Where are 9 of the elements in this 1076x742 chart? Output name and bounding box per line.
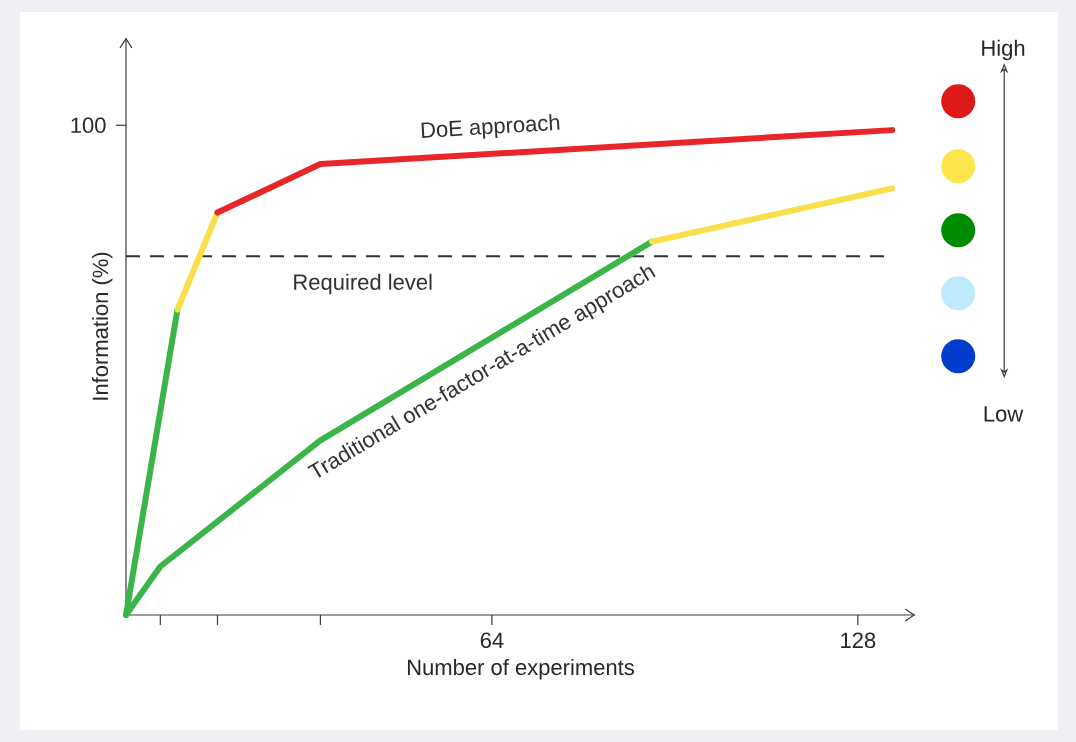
text: Low — [984, 406, 1024, 422]
text: 100 — [71, 117, 106, 134]
y-axis-title: Information (%) — [91, 252, 113, 400]
text: High — [982, 39, 1025, 61]
ref-line-label: Required level — [294, 273, 432, 295]
x-tick-label: 64 — [480, 632, 504, 649]
x-axis-title: Number of experiments — [407, 658, 634, 680]
series-label: DoE approach — [421, 114, 560, 139]
x-tick-label: 128 — [841, 632, 876, 649]
